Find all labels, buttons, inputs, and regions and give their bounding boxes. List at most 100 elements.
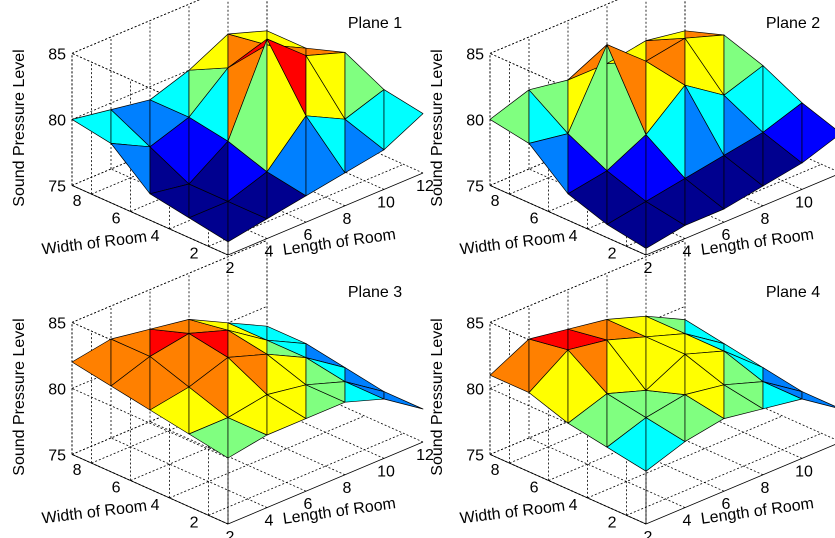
- z-axis-label: Sound Pressure Level: [429, 318, 446, 475]
- grid-line: [110, 437, 268, 508]
- x-tick-label: 4: [683, 513, 692, 530]
- z-tick-label: 80: [466, 381, 484, 398]
- surface-face: [383, 89, 424, 151]
- plane-1-chart: 75 80 85 2 4 6 8 10 12 2 4 6 8 Length of Room Width of…: [0, 0, 434, 277]
- y-tick-label: 2: [608, 514, 617, 531]
- grid-line: [626, 432, 822, 516]
- y-tick-label: 8: [491, 193, 500, 210]
- surface-face: [188, 33, 229, 71]
- x-tick-label: 10: [377, 463, 395, 480]
- y-axis-label: Width of Room: [459, 498, 566, 528]
- x-tick-label: 2: [644, 529, 653, 538]
- plane-title: Plane 3: [348, 284, 402, 301]
- y-tick-label: 4: [569, 228, 578, 245]
- grid-line: [587, 415, 783, 499]
- z-tick-label: 75: [48, 178, 66, 195]
- z-tick-label: 85: [466, 46, 484, 63]
- z-tick-label: 75: [466, 178, 484, 195]
- y-tick-label: 8: [73, 193, 82, 210]
- x-axis-line: [645, 444, 835, 525]
- plane-title: Plane 1: [348, 15, 402, 32]
- grid-line: [208, 163, 404, 247]
- surface-face: [801, 102, 835, 164]
- z-tick-label: 85: [48, 315, 66, 332]
- x-tick-label: 8: [343, 211, 352, 228]
- y-axis-line: [71, 185, 229, 256]
- z-tick-label: 85: [48, 46, 66, 63]
- z-tick-label: 75: [466, 447, 484, 464]
- x-tick-label: 4: [265, 513, 274, 530]
- x-axis-label: Length of Room: [282, 495, 397, 528]
- y-tick-label: 8: [491, 462, 500, 479]
- y-axis-line: [489, 185, 647, 256]
- y-axis-label: Width of Room: [41, 498, 148, 528]
- x-tick-label: 2: [644, 260, 653, 277]
- x-tick-label: 6: [722, 496, 731, 513]
- surface: [489, 30, 835, 249]
- y-tick-label: 4: [151, 497, 160, 514]
- x-axis-label: Length of Room: [700, 226, 815, 259]
- grid-line: [528, 437, 686, 508]
- x-tick-label: 10: [377, 194, 395, 211]
- y-tick-label: 6: [530, 480, 539, 497]
- surface-face: [801, 391, 835, 408]
- y-tick-label: 4: [569, 497, 578, 514]
- grid-line: [227, 388, 385, 459]
- z-tick-label: 80: [48, 112, 66, 129]
- y-tick-label: 6: [112, 211, 121, 228]
- y-axis-label: Width of Room: [41, 229, 148, 259]
- y-tick-label: 8: [73, 462, 82, 479]
- x-axis-line: [645, 175, 835, 256]
- x-tick-label: 6: [304, 227, 313, 244]
- surface: [71, 30, 424, 243]
- surface-face: [528, 133, 569, 195]
- x-tick-label: 8: [343, 480, 352, 497]
- y-axis-line: [71, 454, 229, 525]
- x-axis-label: Length of Room: [700, 495, 815, 528]
- z-axis-label: Sound Pressure Level: [11, 318, 28, 475]
- z-tick-label: 85: [466, 315, 484, 332]
- grid-line: [489, 240, 686, 323]
- x-tick-label: 2: [226, 260, 235, 277]
- surface-face: [71, 109, 112, 144]
- x-tick-label: 6: [722, 227, 731, 244]
- plane-title: Plane 2: [766, 15, 820, 32]
- x-tick-label: 2: [226, 529, 235, 538]
- surface: [71, 319, 424, 459]
- x-tick-label: 4: [683, 244, 692, 261]
- x-tick-label: 8: [761, 480, 770, 497]
- y-tick-label: 2: [190, 514, 199, 531]
- x-axis-label: Length of Room: [282, 226, 397, 259]
- x-axis-line: [227, 172, 424, 256]
- z-axis-label: Sound Pressure Level: [11, 49, 28, 206]
- z-tick-label: 75: [48, 447, 66, 464]
- plane-3-chart: 75 80 85 2 4 6 8 10 12 2 4 6 8 Length of Room Width of…: [0, 240, 434, 538]
- surface-face: [383, 391, 424, 410]
- x-tick-label: 12: [416, 178, 434, 195]
- y-tick-label: 4: [151, 228, 160, 245]
- x-tick-label: 10: [795, 463, 813, 480]
- z-tick-label: 80: [48, 381, 66, 398]
- z-tick-label: 80: [466, 112, 484, 129]
- grid-line: [71, 240, 268, 323]
- surface: [489, 315, 835, 472]
- grid-line: [266, 372, 424, 443]
- x-tick-label: 6: [304, 496, 313, 513]
- x-tick-label: 8: [761, 211, 770, 228]
- grid-line: [208, 432, 404, 516]
- y-tick-label: 6: [112, 480, 121, 497]
- z-axis-label: Sound Pressure Level: [429, 49, 446, 206]
- y-tick-label: 6: [530, 211, 539, 228]
- grid-line: [169, 415, 365, 499]
- y-axis-line: [489, 454, 647, 525]
- grid-line: [71, 388, 229, 459]
- grid-line: [71, 0, 201, 54]
